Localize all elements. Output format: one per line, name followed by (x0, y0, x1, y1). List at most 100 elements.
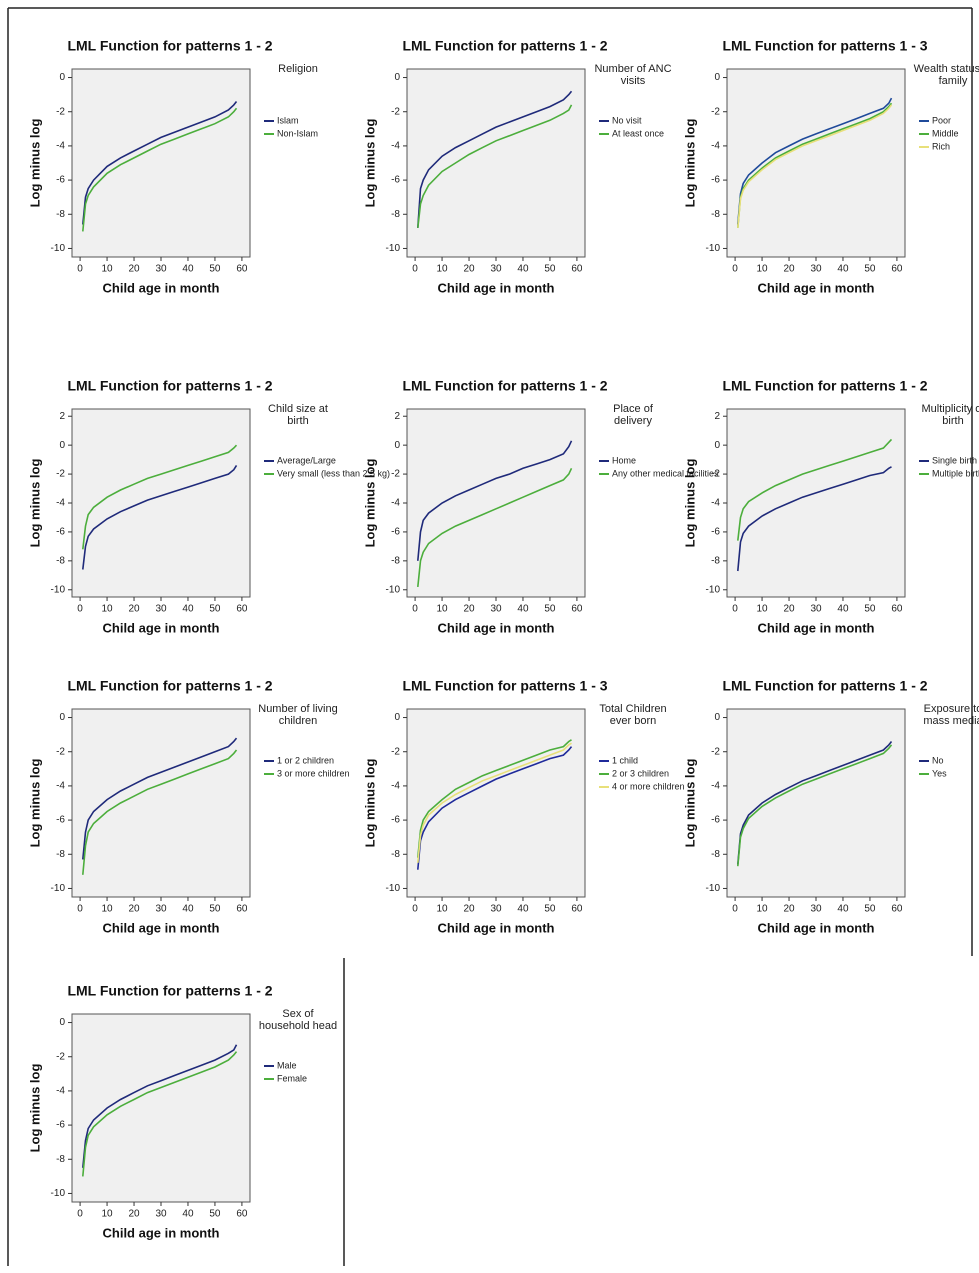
y-tick-label: -8 (391, 209, 400, 220)
legend-label: Islam (277, 115, 299, 125)
y-tick-label: -2 (711, 469, 720, 480)
x-tick-label: 10 (101, 264, 113, 275)
x-tick-label: 20 (128, 1209, 140, 1220)
y-tick-label: -2 (56, 106, 65, 117)
x-tick-label: 30 (490, 604, 502, 615)
legend-label: Non-Islam (277, 128, 318, 138)
y-tick-label: -10 (706, 584, 721, 595)
legend-title: Number of ANC visits (594, 63, 672, 87)
x-axis-title: Child age in month (758, 280, 875, 295)
y-tick-label: -8 (391, 849, 400, 860)
y-tick-label: 0 (394, 72, 400, 83)
series-line (737, 466, 892, 572)
x-tick-label: 0 (77, 1209, 83, 1220)
x-tick-label: 10 (101, 604, 113, 615)
y-tick-label: 0 (714, 440, 720, 451)
x-tick-label: 30 (490, 264, 502, 275)
plot-area (726, 68, 906, 258)
x-tick-label: 0 (732, 604, 738, 615)
x-tick-label: 20 (463, 604, 475, 615)
x-tick-label: 0 (732, 904, 738, 915)
plot-area (406, 408, 586, 598)
series-line (82, 107, 238, 232)
legend-title-box: Place of delivery (613, 403, 653, 427)
x-tick-label: 40 (517, 604, 529, 615)
y-tick-label: 0 (714, 712, 720, 723)
legend-title: Place of delivery (613, 403, 653, 427)
x-tick-label: 50 (544, 264, 556, 275)
y-tick-label: -10 (51, 1188, 66, 1199)
legend-title-box: Total Children ever born (599, 703, 667, 727)
legend-title: Religion (278, 63, 318, 75)
y-tick-label: -4 (56, 141, 65, 152)
y-tick-label: -8 (711, 555, 720, 566)
y-tick-label: -4 (391, 141, 400, 152)
x-tick-label: 60 (891, 264, 903, 275)
y-tick-label: -6 (391, 815, 400, 826)
y-tick-label: -4 (711, 498, 720, 509)
x-tick-label: 20 (783, 264, 795, 275)
x-tick-label: 10 (436, 904, 448, 915)
legend-title: Exposure to mass media (923, 703, 979, 727)
x-tick-label: 0 (732, 264, 738, 275)
legend-title: Total Children ever born (599, 703, 667, 727)
y-tick-label: -6 (391, 527, 400, 538)
x-tick-label: 0 (412, 264, 418, 275)
x-axis-title: Child age in month (758, 920, 875, 935)
x-tick-label: 50 (209, 604, 221, 615)
y-tick-label: -10 (51, 883, 66, 894)
series-line (417, 467, 573, 587)
y-tick-label: -4 (56, 1086, 65, 1097)
y-tick-label: -2 (391, 746, 400, 757)
legend-title-box: Number of ANC visits (594, 63, 672, 87)
chart-title: LML Function for patterns 1 - 2 (722, 378, 927, 394)
series-line (82, 1044, 238, 1168)
legend-label: 1 or 2 children (277, 755, 334, 765)
legend-title: Multiplicity of birth (921, 403, 979, 427)
x-tick-label: 0 (77, 604, 83, 615)
x-tick-label: 10 (756, 904, 768, 915)
series-line (82, 101, 238, 225)
x-tick-label: 50 (209, 904, 221, 915)
y-axis-title: Log minus log (362, 459, 377, 548)
y-tick-label: -2 (711, 106, 720, 117)
legend-label: No (932, 755, 944, 765)
series-line (737, 438, 893, 541)
chart-title: LML Function for patterns 1 - 3 (722, 38, 927, 54)
legend-title-box: Wealth status of family (913, 63, 979, 87)
x-tick-label: 30 (155, 904, 167, 915)
x-tick-label: 20 (463, 264, 475, 275)
plot-area (71, 68, 251, 258)
plot-area (726, 408, 906, 598)
x-tick-label: 50 (864, 904, 876, 915)
legend-label: 4 or more children (612, 781, 685, 791)
x-tick-label: 10 (101, 904, 113, 915)
series-line (417, 440, 573, 561)
y-tick-label: -2 (391, 469, 400, 480)
x-tick-label: 60 (891, 604, 903, 615)
legend-label: 2 or 3 children (612, 768, 669, 778)
chart-title: LML Function for patterns 1 - 3 (402, 678, 607, 694)
x-tick-label: 0 (77, 264, 83, 275)
series-line (737, 741, 893, 865)
y-axis-title: Log minus log (362, 119, 377, 208)
y-tick-label: -10 (386, 883, 401, 894)
x-tick-label: 60 (571, 904, 583, 915)
y-tick-label: -8 (391, 555, 400, 566)
chart-title: LML Function for patterns 1 - 2 (67, 678, 272, 694)
legend-title: Wealth status of family (913, 63, 979, 87)
x-tick-label: 30 (155, 1209, 167, 1220)
legend-label: 1 child (612, 755, 638, 765)
chart-title: LML Function for patterns 1 - 2 (722, 678, 927, 694)
y-tick-label: -8 (711, 849, 720, 860)
y-tick-label: 0 (59, 1017, 65, 1028)
x-tick-label: 60 (236, 1209, 248, 1220)
x-axis-title: Child age in month (103, 280, 220, 295)
x-tick-label: 40 (837, 264, 849, 275)
legend-label: No visit (612, 115, 642, 125)
y-tick-label: -8 (711, 209, 720, 220)
series-line (417, 104, 573, 228)
legend-title-box: Exposure to mass media (923, 703, 979, 727)
series-line (737, 102, 893, 228)
y-tick-label: -6 (711, 527, 720, 538)
